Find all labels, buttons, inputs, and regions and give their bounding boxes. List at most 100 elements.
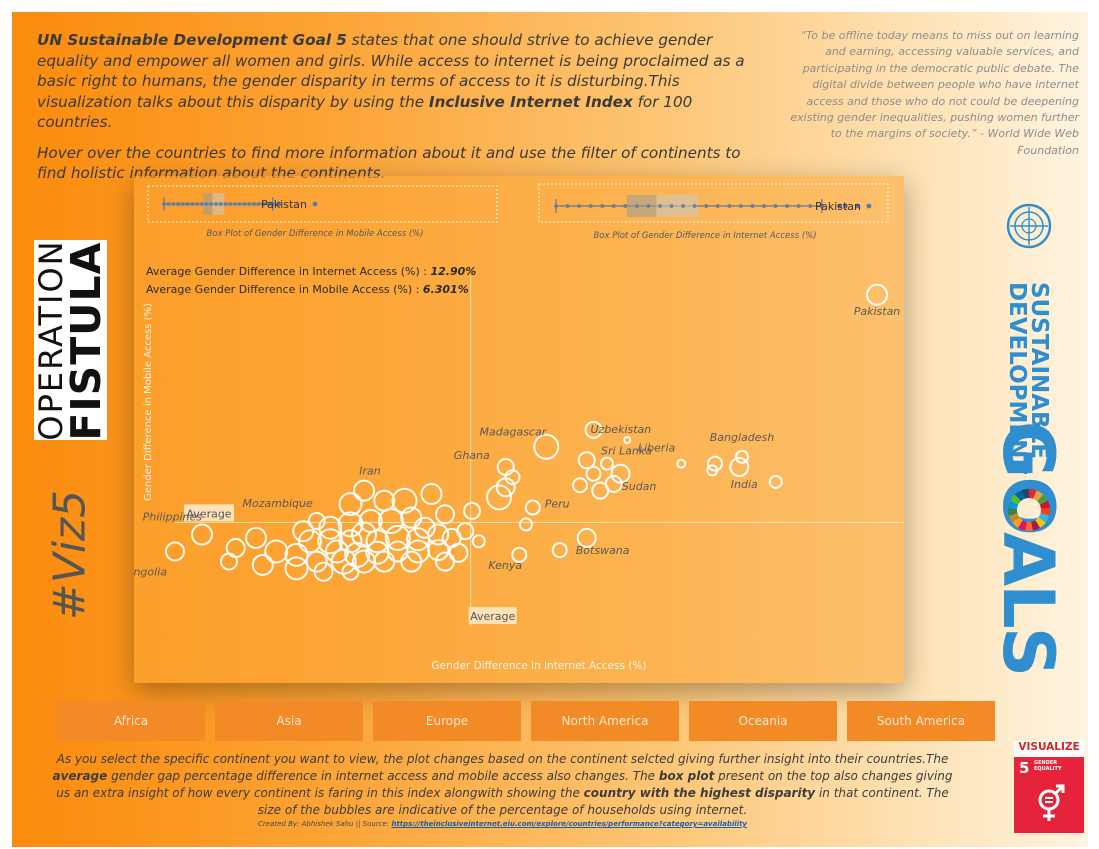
wheel-segment bbox=[1037, 494, 1048, 505]
boxplot-dot bbox=[166, 202, 171, 206]
bubble-label-mongolia: Mongolia bbox=[134, 565, 167, 578]
sdg-color-wheel-icon bbox=[1008, 489, 1050, 531]
bubble-15 bbox=[591, 481, 610, 500]
bubble-61 bbox=[305, 550, 328, 573]
footer-bold-average: average bbox=[52, 769, 108, 783]
boxplot-dot bbox=[727, 204, 732, 208]
avg-y-tag: Average bbox=[186, 507, 231, 520]
wheel-segment bbox=[1025, 521, 1033, 531]
boxplot-dot bbox=[251, 202, 256, 206]
average-summary: Average Gender Difference in Internet Ac… bbox=[146, 263, 476, 299]
wheel-segment bbox=[1039, 500, 1050, 509]
source-link[interactable]: https://theinclusiveinternet.eiu.com/exp… bbox=[391, 820, 747, 828]
boxplot-outlier bbox=[312, 201, 318, 207]
bubble-label-india: India bbox=[731, 478, 758, 491]
bubble-22 bbox=[519, 517, 533, 532]
filter-africa[interactable]: Africa bbox=[57, 701, 205, 741]
bubble-66 bbox=[245, 526, 267, 549]
boxplot-dot bbox=[715, 204, 720, 208]
goal-number: 5 bbox=[1019, 759, 1030, 777]
bubble-57 bbox=[427, 539, 450, 562]
footer-text-3: present on the top also changes giving u… bbox=[56, 769, 953, 800]
boxplot-frame bbox=[538, 183, 889, 223]
bubble-29 bbox=[463, 501, 481, 520]
bubble-4 bbox=[768, 474, 783, 489]
wheel-segment bbox=[1014, 490, 1025, 502]
avg-mobile-line: Average Gender Difference in Mobile Acce… bbox=[146, 281, 476, 299]
boxplot-dot bbox=[256, 202, 261, 206]
bubble-25 bbox=[511, 546, 528, 563]
bubble-23 bbox=[551, 542, 568, 559]
bubble-52 bbox=[325, 539, 349, 564]
boxplot-outlier-label: Pakistan bbox=[261, 198, 307, 211]
bubble-35 bbox=[420, 483, 443, 506]
bubble-32 bbox=[338, 492, 363, 517]
bubble-label-peru: Peru bbox=[545, 498, 570, 511]
bubble-55 bbox=[386, 540, 409, 563]
bubble-65 bbox=[400, 550, 423, 573]
bubble-70 bbox=[284, 556, 309, 581]
gender-equality-icon bbox=[1038, 784, 1065, 821]
avg-x-tag-bg bbox=[468, 607, 517, 624]
bubble-2 bbox=[729, 457, 750, 478]
boxplot-dot bbox=[785, 204, 790, 208]
bubble-label-ghana: Ghana bbox=[454, 449, 490, 462]
bubble-13 bbox=[585, 465, 602, 482]
bubble-62 bbox=[330, 548, 357, 575]
avg-internet-line: Average Gender Difference in Internet Ac… bbox=[146, 263, 476, 281]
bubble-24 bbox=[576, 527, 597, 548]
boxplot-dot bbox=[577, 204, 582, 208]
wheel-segment bbox=[1012, 517, 1023, 528]
boxplot-dot bbox=[808, 204, 813, 208]
boxplot-dot bbox=[171, 202, 176, 206]
boxplot-dot bbox=[261, 202, 266, 206]
boxplot-dot bbox=[232, 202, 237, 206]
boxplot-dot bbox=[738, 204, 743, 208]
filter-europe[interactable]: Europe bbox=[373, 701, 521, 741]
goal5-tile: 5 GENDER EQUALITY bbox=[1014, 757, 1084, 833]
boxplot-dot bbox=[611, 204, 616, 208]
bubble-21 bbox=[524, 499, 541, 516]
bubble-33 bbox=[373, 489, 396, 512]
boxplot-outlier bbox=[842, 203, 848, 209]
bubble-label-liberia: Liberia bbox=[638, 442, 676, 455]
boxplot-dot bbox=[692, 204, 697, 208]
bubble-39 bbox=[337, 511, 364, 538]
bubble-label-uzbekistan: Uzbekistan bbox=[591, 423, 652, 436]
bubble-label-botswana: Botswana bbox=[576, 544, 630, 557]
bubble-12 bbox=[610, 463, 631, 484]
boxplot-dot bbox=[237, 202, 242, 206]
bubble-31 bbox=[353, 479, 375, 502]
wheel-segment bbox=[1017, 520, 1027, 531]
y-axis-title: Gender Difference in Mobile Access (%) bbox=[143, 303, 154, 501]
bubble-label-sudan: Sudan bbox=[622, 480, 657, 493]
chart-panel: Gender Difference in Internet Access (%)… bbox=[134, 176, 904, 683]
intro-bold-index: Inclusive Internet Index bbox=[428, 92, 633, 111]
goal-title: GENDER EQUALITY bbox=[1034, 760, 1062, 772]
wheel-segment bbox=[1021, 489, 1029, 499]
boxplot-dot bbox=[218, 202, 223, 206]
bubble-34 bbox=[391, 487, 418, 514]
bubble-48 bbox=[365, 529, 390, 554]
bubble-3 bbox=[707, 455, 723, 472]
boxplot-dot bbox=[554, 204, 558, 208]
bubble-label-pakistan: Pakistan bbox=[854, 305, 901, 318]
intro-bold-sdg5: UN Sustainable Development Goal 5 bbox=[37, 31, 347, 49]
boxplot-dot bbox=[180, 202, 185, 206]
boxplot-mobile-title: Box Plot of Gender Difference in Mobile … bbox=[206, 229, 423, 239]
filter-south-america[interactable]: South America bbox=[847, 701, 995, 741]
bubble-label-sri-lanka: Sri Lanka bbox=[601, 445, 652, 458]
boxplot-frame bbox=[147, 185, 498, 223]
footer-bold-boxplot: box plot bbox=[658, 769, 715, 783]
intro-text-1: states that one should strive to achieve… bbox=[37, 31, 745, 111]
bubble-label-iran: Iran bbox=[359, 465, 381, 478]
boxplot-dot bbox=[750, 204, 755, 208]
bubble-1 bbox=[735, 449, 749, 464]
filter-north-america[interactable]: North America bbox=[531, 701, 679, 741]
bubble-0 bbox=[866, 283, 888, 306]
boxplot-upper-box bbox=[656, 195, 698, 217]
filter-oceania[interactable]: Oceania bbox=[689, 701, 837, 741]
boxplot-dot bbox=[773, 204, 778, 208]
filter-asia[interactable]: Asia bbox=[215, 701, 363, 741]
boxplot-dot bbox=[819, 204, 824, 208]
